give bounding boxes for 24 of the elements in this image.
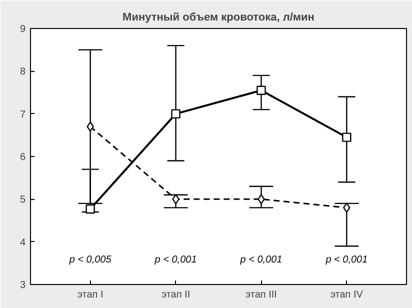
annotation: p < 0,005 — [68, 254, 112, 266]
y-tick-label: 9 — [20, 24, 26, 35]
point — [172, 194, 180, 204]
chart-title: Минутный объем кровотока, л/мин — [122, 12, 314, 24]
point — [256, 86, 266, 95]
point — [86, 122, 94, 132]
point — [342, 132, 352, 142]
x-tick-label: этап III — [246, 290, 277, 300]
annotation: p < 0,001 — [154, 254, 197, 266]
point — [86, 204, 95, 214]
x-tick-label: этап IV — [330, 290, 364, 300]
point — [343, 202, 350, 213]
y-tick-label: 8 — [20, 66, 26, 78]
y-tick-label: 5 — [20, 194, 26, 206]
y-tick-label: 3 — [20, 280, 26, 291]
y-tick-label: 7 — [20, 109, 26, 120]
annotation: p < 0,001 — [324, 254, 368, 266]
point — [258, 194, 265, 204]
annotation: p < 0,001 — [239, 254, 282, 266]
point — [171, 109, 180, 118]
x-tick-label: этап II — [161, 290, 190, 300]
y-tick-label: 6 — [20, 152, 26, 163]
y-tick-label: 4 — [20, 237, 26, 248]
x-tick-label: этап I — [77, 290, 104, 300]
